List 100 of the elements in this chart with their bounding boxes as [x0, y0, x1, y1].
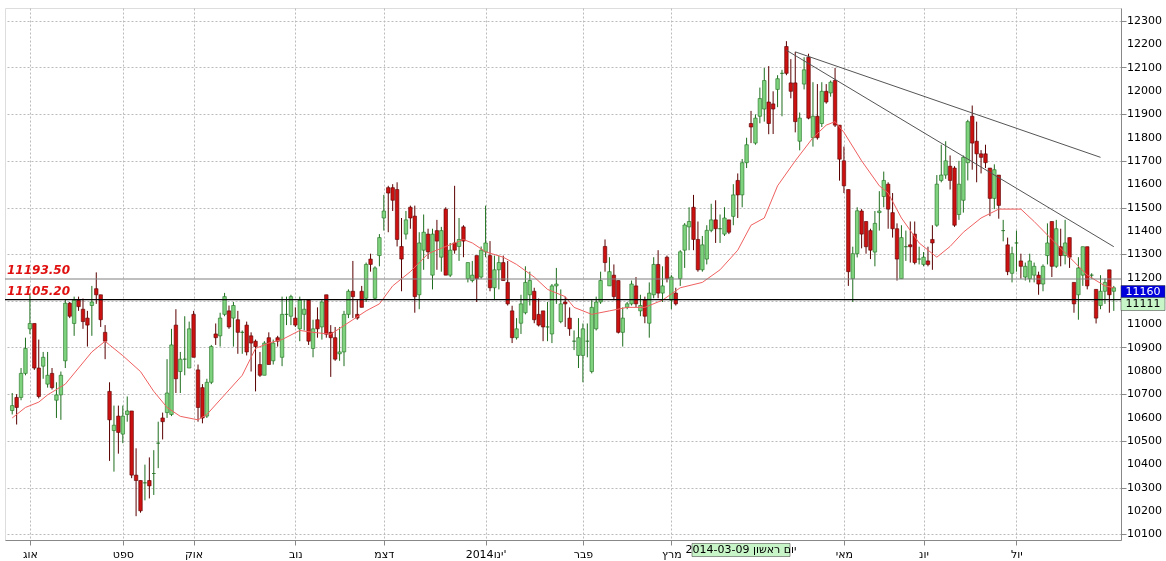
candlestick	[461, 224, 466, 258]
candlestick	[1001, 219, 1006, 242]
y-tick-label: 11400	[1127, 223, 1162, 237]
y-tick-label: 10300	[1127, 480, 1162, 494]
x-tick-label: פבר	[573, 547, 594, 561]
candlestick	[943, 140, 948, 180]
candlestick	[226, 305, 232, 330]
x-tick-label: 2014ינו'	[465, 547, 507, 561]
candlestick	[434, 219, 439, 271]
candlestick	[10, 392, 15, 415]
candlestick	[638, 294, 643, 317]
candlestick	[1058, 228, 1063, 267]
y-tick-label: 11800	[1127, 130, 1162, 144]
candlestick	[1045, 222, 1050, 265]
y-tick-label: 11600	[1127, 177, 1162, 191]
y-tick-label: 10600	[1127, 410, 1162, 424]
candlestick	[45, 351, 50, 389]
candlestick	[156, 421, 161, 469]
candlestick	[142, 464, 147, 501]
candlestick	[120, 405, 125, 444]
candlestick	[288, 294, 293, 326]
y-tick-label: 12200	[1127, 37, 1162, 51]
candlestick	[386, 185, 391, 233]
candlestick	[735, 172, 740, 219]
candlestick	[151, 449, 156, 496]
candlestick	[125, 396, 130, 423]
candlestick	[1111, 285, 1116, 312]
candlestick	[377, 233, 382, 267]
candlestick	[563, 296, 568, 328]
candlestick	[257, 351, 263, 378]
y-tick-label: 11200	[1127, 270, 1162, 284]
x-tick-label: דצמ	[374, 547, 395, 561]
candlestick	[103, 324, 108, 360]
candlestick	[452, 185, 457, 255]
candlestick	[147, 456, 152, 499]
y-tick-label: 12000	[1127, 83, 1162, 97]
candlestick	[802, 56, 807, 90]
candlestick	[620, 306, 625, 348]
candlestick	[231, 301, 236, 348]
candlestick	[1098, 274, 1103, 310]
candlestick	[824, 83, 829, 105]
x-tick-label: יול	[1011, 547, 1023, 561]
candlestick	[939, 144, 944, 183]
candlestick	[797, 112, 802, 151]
y-tick-label: 10800	[1127, 363, 1162, 377]
candlestick	[1014, 230, 1019, 273]
ref-line-label: 11105.20	[7, 283, 71, 298]
candlestick	[633, 276, 639, 308]
x-tick-label: נוב	[288, 547, 303, 561]
y-tick-label: 11000	[1127, 317, 1162, 331]
candlestick	[731, 183, 736, 226]
candlestick	[89, 285, 94, 337]
candlestick	[492, 255, 497, 301]
candlestick	[1071, 281, 1077, 314]
candlestick	[779, 69, 785, 117]
candlestick	[859, 208, 864, 249]
candlestick	[235, 310, 240, 355]
text: 11160	[1125, 285, 1161, 298]
x-tick-label: ספט	[112, 547, 134, 561]
candlestick	[58, 371, 63, 421]
candlestick	[713, 199, 718, 244]
y-tick-label: 10700	[1127, 387, 1162, 401]
candlestick	[426, 228, 431, 260]
candlestick	[607, 256, 612, 287]
candlestick	[381, 194, 386, 232]
y-tick-label: 10400	[1127, 457, 1162, 471]
y-tick-label: 11500	[1127, 200, 1162, 214]
candlestick	[27, 294, 32, 335]
x-tick-label: מרץ	[662, 547, 682, 561]
candlestick	[917, 246, 922, 265]
y-tick-label: 11300	[1127, 247, 1162, 261]
x-tick-label: יונ	[919, 547, 929, 561]
candlestick	[815, 83, 820, 141]
candlestick	[930, 224, 935, 271]
text: 11111	[1125, 297, 1161, 310]
candlestick	[160, 412, 165, 440]
candlestick	[908, 221, 913, 264]
y-tick-label: 10200	[1127, 503, 1162, 517]
candlestick	[1067, 237, 1072, 269]
candlestick	[1040, 263, 1046, 292]
candlestick	[718, 214, 723, 244]
candlestick	[403, 210, 408, 240]
y-tick-label: 10500	[1127, 433, 1162, 447]
y-tick-label: 10900	[1127, 340, 1162, 354]
candlestick	[664, 255, 670, 283]
y-tick-label: 11900	[1127, 107, 1162, 121]
x-tick-label: אוק	[185, 547, 204, 561]
candlestick	[602, 238, 608, 273]
y-tick-label: 12100	[1127, 60, 1162, 74]
text: 2014-03-09 יום ראשון	[685, 543, 797, 556]
candlestick	[642, 296, 647, 324]
candlestick	[213, 322, 218, 346]
candlestick	[983, 144, 988, 169]
candlestick	[116, 405, 121, 455]
candlestick	[310, 319, 316, 358]
candlestick	[1009, 246, 1015, 283]
y-tick-label: 11700	[1127, 153, 1162, 167]
candlestick	[629, 280, 634, 306]
candlestick	[293, 306, 298, 328]
candlestick	[14, 393, 19, 425]
